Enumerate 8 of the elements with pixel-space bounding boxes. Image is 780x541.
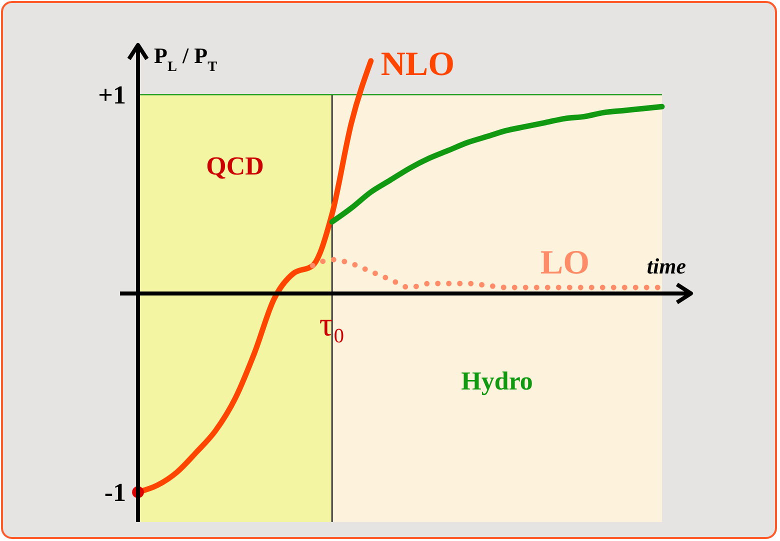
series-label: LO xyxy=(540,244,590,282)
annotation: Hydro xyxy=(461,366,533,396)
y-tick-label: -1 xyxy=(104,478,126,508)
y-tick-label: +1 xyxy=(98,80,126,110)
y-axis-title: P$_{L}$ / P$_{T}$ xyxy=(154,43,218,75)
series-label: NLO xyxy=(380,46,455,83)
annotation: QCD xyxy=(206,152,264,181)
x-axis-title: time xyxy=(646,253,686,278)
